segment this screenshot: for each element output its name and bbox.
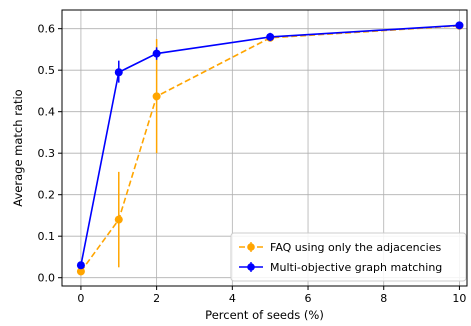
x-tick-label: 2: [153, 292, 160, 305]
y-tick-label: 0.2: [38, 189, 56, 202]
y-tick-label: 0.5: [38, 64, 56, 77]
x-tick-label: 8: [380, 292, 387, 305]
x-tick-label: 0: [77, 292, 84, 305]
series-layer: [76, 21, 464, 276]
x-axis-label: Percent of seeds (%): [205, 308, 324, 322]
y-tick-label: 0.0: [38, 272, 56, 285]
data-point: [266, 32, 275, 41]
data-point: [114, 68, 123, 77]
y-axis-label: Average match ratio: [11, 89, 25, 206]
axis-ticks: 0 2 4 6 8 10 0.0 0.1 0.2 0.3 0.4 0.5 0.6: [38, 23, 467, 305]
y-tick-label: 0.6: [38, 23, 56, 36]
legend-marker: [247, 243, 255, 251]
series-line: [80, 24, 460, 266]
plot-frame: [61, 9, 468, 287]
y-tick-label: 0.4: [38, 106, 56, 119]
x-tick-label: 10: [452, 292, 466, 305]
data-point: [455, 21, 464, 30]
legend-label: Multi-objective graph matching: [270, 261, 442, 274]
y-tick-label: 0.1: [38, 230, 56, 243]
legend: FAQ using only the adjacencies Multi-obje…: [230, 232, 467, 282]
data-point: [152, 49, 161, 58]
data-point: [76, 261, 85, 270]
data-point: [76, 267, 85, 276]
data-point: [152, 92, 161, 101]
data-point: [114, 215, 123, 224]
legend-marker: [247, 263, 255, 271]
series-1: [76, 21, 464, 270]
x-tick-label: 6: [305, 292, 312, 305]
y-tick-label: 0.3: [38, 147, 56, 160]
x-tick-label: 4: [229, 292, 236, 305]
legend-box: [230, 232, 467, 282]
legend-label: FAQ using only the adjacencies: [270, 241, 442, 254]
